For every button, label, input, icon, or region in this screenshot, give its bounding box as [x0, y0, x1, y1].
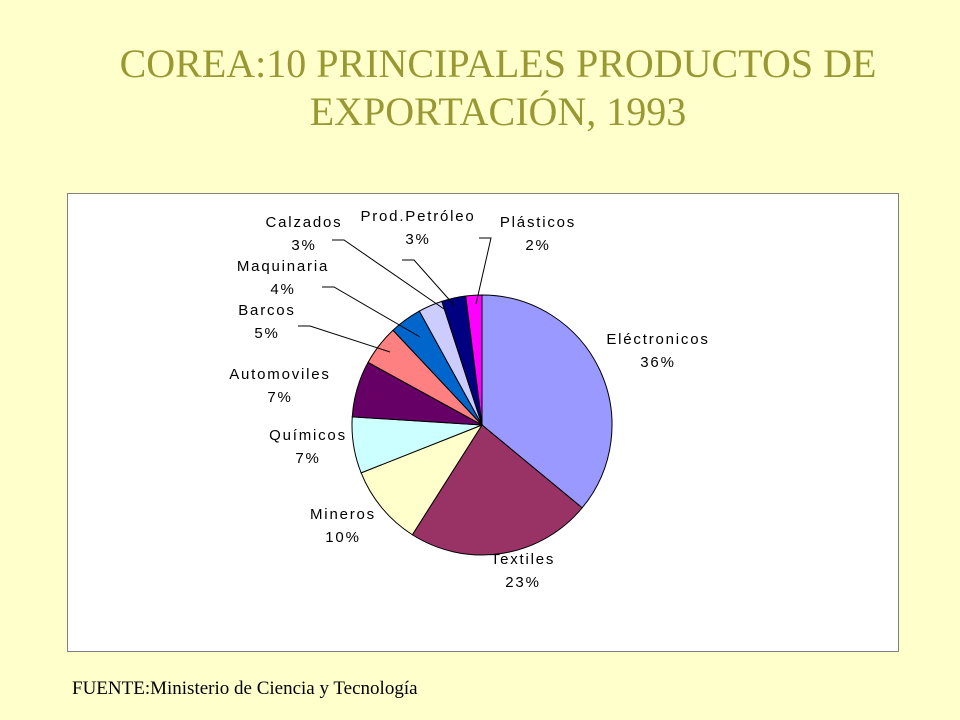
- pie-chart: Eléctronicos 36% Textiles 23% Mineros 10% Quím…: [229, 208, 709, 591]
- slice-label-name: Calzados: [266, 214, 343, 231]
- slice-label-name: Eléctronicos: [606, 331, 709, 348]
- slice-label-percent: 3%: [405, 231, 430, 248]
- slice-label-percent: 7%: [267, 389, 292, 406]
- slice-label-name: Químicos: [269, 427, 347, 444]
- slice-label-percent: 36%: [640, 354, 675, 371]
- slice-label-percent: 10%: [325, 529, 360, 546]
- pie-slice-mineros: [360, 423, 484, 536]
- chart-area: Eléctronicos 36% Textiles 23% Mineros 10% Quím…: [67, 193, 899, 652]
- slice-label-name: Prod.Petróleo: [360, 208, 475, 225]
- title-line-1: COREA:10 PRINCIPALES PRODUCTOS DE: [119, 41, 877, 86]
- slice-label-name: Mineros: [310, 506, 376, 523]
- slice-label-name: Automoviles: [229, 366, 331, 383]
- leader-line: [475, 237, 492, 305]
- slice-label-percent: 5%: [254, 325, 279, 342]
- pie-slice-pl-sticos: [465, 294, 483, 426]
- pie-slice-textiles: [411, 424, 583, 556]
- leader-line: [402, 259, 455, 306]
- leader-line: [322, 286, 421, 338]
- title-line-2: EXPORTACIÓN, 1993: [309, 89, 687, 134]
- slice-label-percent: 3%: [291, 237, 316, 254]
- leader-line: [332, 239, 445, 310]
- slice-label-percent: 4%: [270, 281, 295, 298]
- slice-label-name: Textiles: [491, 551, 555, 568]
- slice-label-name: Maquinaria: [237, 258, 329, 275]
- pie-slice-el-ctronicos: [481, 294, 613, 509]
- leader-line: [298, 325, 391, 353]
- slice-label-name: Plásticos: [500, 214, 576, 231]
- slice-label-name: Barcos: [238, 302, 296, 319]
- slice-label-percent: 2%: [525, 237, 550, 254]
- slice-label-percent: 7%: [295, 450, 320, 467]
- slide-title: COREA:10 PRINCIPALES PRODUCTOS DE EXPORT…: [0, 40, 960, 136]
- slice-label-percent: 23%: [505, 574, 540, 591]
- source-note: FUENTE:Ministerio de Ciencia y Tecnologí…: [72, 678, 418, 699]
